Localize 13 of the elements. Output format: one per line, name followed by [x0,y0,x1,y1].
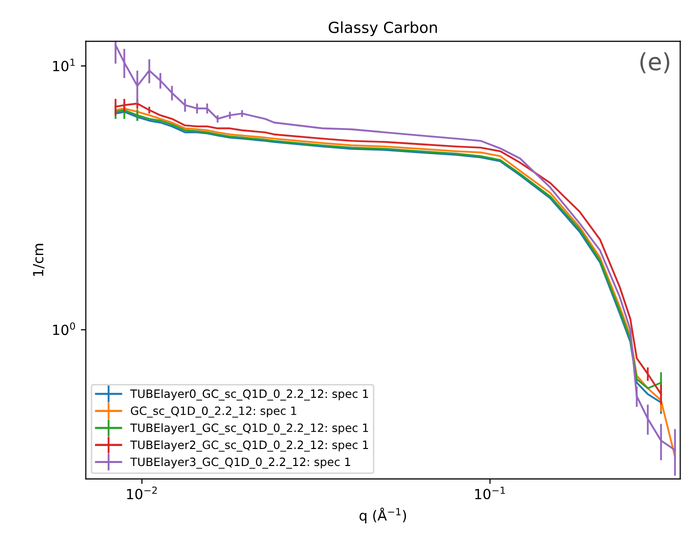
y-axis-title: 1/cm [33,244,44,276]
chart-title: Glassy Carbon [328,21,437,36]
y-tick-label: 10$^{0}$ [53,322,75,336]
legend-label: TUBElayer2_GC_sc_Q1D_0_2.2_12: spec 1 [130,440,368,452]
legend-label: TUBElayer3_GC_Q1D_0_2.2_12: spec 1 [130,457,350,469]
x-tick-label: 10$^{−1}$ [475,486,505,500]
x-axis-title: q (Å$^{−1}$) [360,508,406,524]
annotation: (e) [640,52,670,74]
x-tick-label: 10$^{−2}$ [127,486,157,500]
y-tick-label: 10$^{1}$ [53,58,75,72]
legend-label: TUBElayer1_GC_sc_Q1D_0_2.2_12: spec 1 [130,423,368,435]
legend-label: GC_sc_Q1D_0_2.2_12: spec 1 [130,406,296,418]
legend-label: TUBElayer0_GC_sc_Q1D_0_2.2_12: spec 1 [130,389,368,401]
